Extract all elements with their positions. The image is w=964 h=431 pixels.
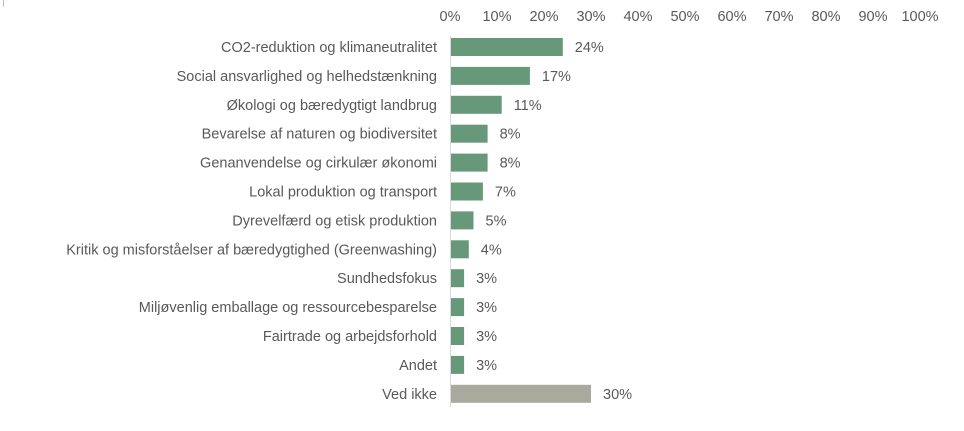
bar-row: Social ansvarlighed og helhedstænkning 17… <box>177 66 571 85</box>
bar-row: Lokal produktion og transport 7% <box>249 182 516 201</box>
bar-rows: CO2-reduktion og klimaneutralitet 24%Soci… <box>66 38 632 403</box>
category-label: Genanvendelse og cirkulær økonomi <box>200 156 437 172</box>
bar <box>451 240 469 259</box>
x-axis-ticks: 0% 10% 20% 30% 40% 50% 60% 70% 80% 90% 100% <box>440 9 939 25</box>
bar-row: Bevarelse af naturen og biodiversitet 8% <box>202 124 521 143</box>
x-tick-label: 30% <box>576 9 605 25</box>
data-label: 30% <box>603 387 632 403</box>
x-tick-label: 20% <box>529 9 558 25</box>
bar <box>451 269 465 288</box>
bar <box>451 298 465 317</box>
data-label: 17% <box>542 69 571 85</box>
bar <box>451 95 502 114</box>
bar <box>451 124 488 143</box>
category-label: Andet <box>399 358 437 374</box>
bar-row: Miljøvenlig emballage og ressourcebespar… <box>139 298 497 317</box>
bar-row: Kritik og misforståelser af bæredygtighe… <box>66 240 502 259</box>
x-tick-label: 90% <box>858 9 887 25</box>
bar-row: Andet 3% <box>399 355 497 374</box>
bar-row: Ved ikke 30% <box>382 384 632 403</box>
category-label: Bevarelse af naturen og biodiversitet <box>202 127 437 143</box>
data-label: 3% <box>476 271 497 287</box>
data-label: 24% <box>575 40 604 56</box>
x-tick-label: 100% <box>901 9 938 25</box>
bar <box>451 327 465 345</box>
data-label: 3% <box>476 300 497 316</box>
category-label: CO2-reduktion og klimaneutralitet <box>221 40 437 56</box>
x-tick-label: 40% <box>623 9 652 25</box>
bar-row: Dyrevelfærd og etisk produktion 5% <box>232 211 507 230</box>
data-label: 7% <box>495 185 516 201</box>
bar-row: Fairtrade og arbejdsforhold 3% <box>263 327 497 345</box>
category-label: Økologi og bæredygtigt landbrug <box>227 98 437 114</box>
data-label: 3% <box>476 358 497 374</box>
category-label: Ved ikke <box>382 387 437 403</box>
x-tick-label: 70% <box>764 9 793 25</box>
bar <box>451 38 563 56</box>
bar-row: Økologi og bæredygtigt landbrug 11% <box>227 95 542 114</box>
x-tick-label: 0% <box>440 9 461 25</box>
data-label: 5% <box>486 213 507 229</box>
bar-row: Sundhedsfokus 3% <box>337 269 497 288</box>
data-label: 4% <box>481 242 502 258</box>
category-label: Dyrevelfærd og etisk produktion <box>232 213 437 229</box>
category-label: Lokal produktion og transport <box>249 185 437 201</box>
x-tick-label: 60% <box>717 9 746 25</box>
x-tick-label: 10% <box>482 9 511 25</box>
bar <box>451 211 474 230</box>
bar <box>451 384 591 403</box>
data-label: 3% <box>476 329 497 345</box>
category-label: Miljøvenlig emballage og ressourcebespar… <box>139 300 437 316</box>
bar-row: CO2-reduktion og klimaneutralitet 24% <box>221 38 604 56</box>
bar-row: Genanvendelse og cirkulær økonomi 8% <box>200 153 521 172</box>
bar <box>451 153 488 172</box>
data-label: 8% <box>500 156 521 172</box>
x-tick-label: 80% <box>811 9 840 25</box>
data-label: 8% <box>500 127 521 143</box>
bar <box>451 182 483 201</box>
category-label: Fairtrade og arbejdsforhold <box>263 329 437 345</box>
category-label: Sundhedsfokus <box>337 271 437 287</box>
bar <box>451 66 530 85</box>
data-label: 11% <box>514 98 542 114</box>
category-label: Social ansvarlighed og helhedstænkning <box>177 69 437 85</box>
bar <box>451 355 465 374</box>
category-label: Kritik og misforståelser af bæredygtighe… <box>66 242 437 258</box>
x-tick-label: 50% <box>670 9 699 25</box>
